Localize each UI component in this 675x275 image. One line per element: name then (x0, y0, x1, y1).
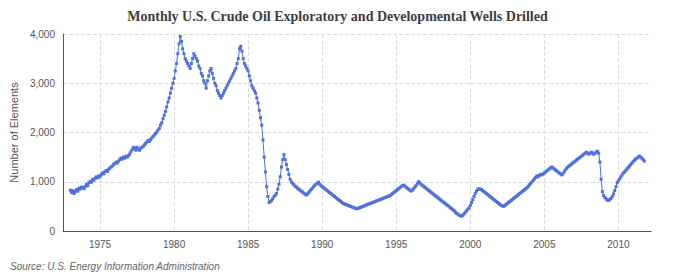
svg-text:1990: 1990 (311, 239, 334, 250)
svg-text:Number of Elements: Number of Elements (8, 82, 20, 183)
svg-text:2000: 2000 (459, 239, 482, 250)
svg-text:Monthly U.S. Crude Oil Explora: Monthly U.S. Crude Oil Exploratory and D… (127, 9, 548, 24)
svg-text:1,000: 1,000 (30, 176, 55, 187)
svg-text:2010: 2010 (607, 239, 630, 250)
svg-text:2005: 2005 (533, 239, 556, 250)
svg-text:4,000: 4,000 (30, 29, 55, 40)
svg-text:1995: 1995 (385, 239, 408, 250)
svg-text:1975: 1975 (89, 239, 112, 250)
svg-text:3,000: 3,000 (30, 78, 55, 89)
svg-text:0: 0 (49, 226, 55, 237)
svg-text:1985: 1985 (237, 239, 260, 250)
svg-text:Source: U.S. Energy Informatio: Source: U.S. Energy Information Administ… (10, 261, 220, 272)
svg-text:1980: 1980 (163, 239, 186, 250)
svg-text:2,000: 2,000 (30, 127, 55, 138)
